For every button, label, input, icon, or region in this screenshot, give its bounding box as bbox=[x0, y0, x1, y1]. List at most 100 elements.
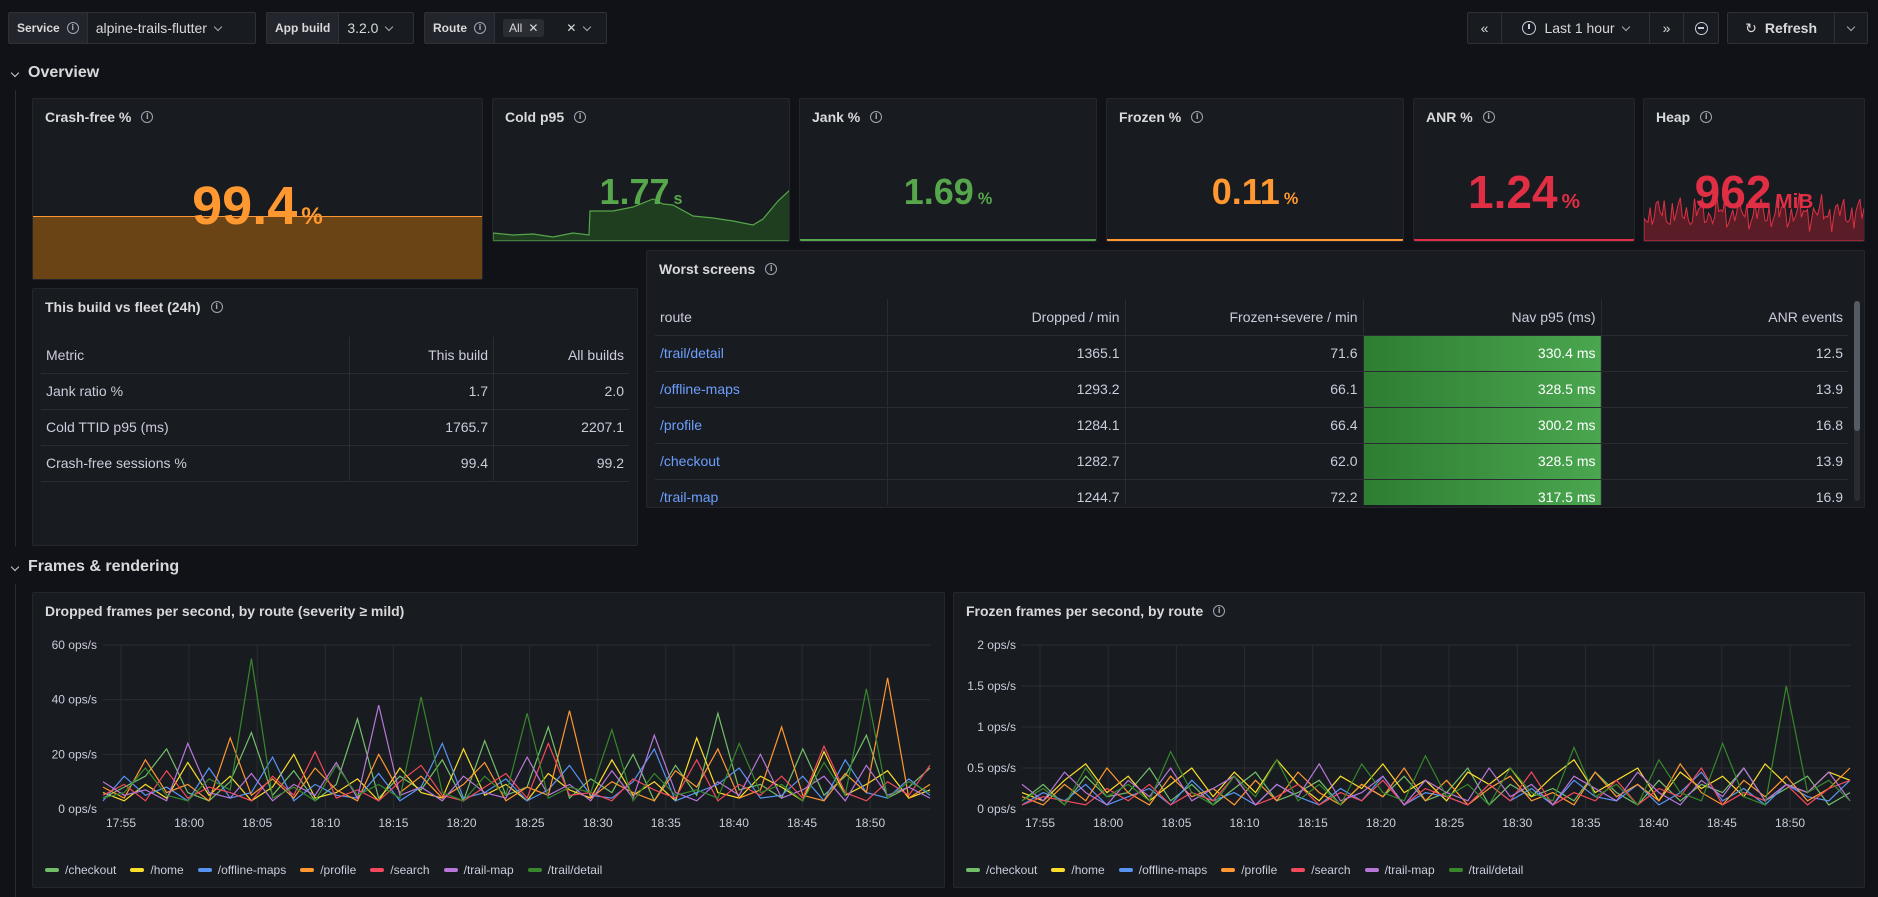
legend-item[interactable]: /home bbox=[1051, 863, 1105, 877]
legend-item[interactable]: /profile bbox=[1221, 863, 1277, 877]
series-line-trail-map[interactable] bbox=[1021, 762, 1851, 806]
table-row: /trail-map 1244.7 72.2 317.5 ms 16.9 bbox=[655, 479, 1848, 505]
dropped-frames-panel[interactable]: Dropped frames per second, by route (sev… bbox=[32, 592, 945, 888]
info-icon[interactable]: i bbox=[1482, 111, 1495, 123]
route-chip[interactable]: All ✕ bbox=[503, 19, 545, 37]
stat-jank[interactable]: Jank % i 1.69% bbox=[799, 98, 1097, 242]
app-build-select[interactable]: 3.2.0 bbox=[339, 13, 400, 43]
legend-item[interactable]: /home bbox=[130, 863, 184, 877]
worst-screens-panel[interactable]: Worst screens i route Dropped / min Froze… bbox=[646, 250, 1865, 508]
remove-chip-icon[interactable]: ✕ bbox=[528, 21, 539, 35]
service-select[interactable]: alpine-trails-flutter bbox=[88, 13, 229, 43]
stat-crash-free[interactable]: Crash-free % i 99.4% bbox=[32, 98, 483, 280]
legend-item[interactable]: /trail/detail bbox=[1448, 863, 1523, 877]
info-icon: i bbox=[474, 22, 486, 34]
column-header[interactable]: ANR events bbox=[1600, 299, 1848, 336]
route-link[interactable]: /trail/detail bbox=[655, 335, 887, 372]
x-tick-label: 18:35 bbox=[651, 816, 681, 830]
info-icon[interactable]: i bbox=[141, 111, 154, 123]
legend-item[interactable]: /trail-map bbox=[1364, 863, 1435, 877]
info-icon[interactable]: i bbox=[1700, 111, 1713, 123]
dropped-frames-chart[interactable]: 60 ops/s 40 ops/s 20 ops/s 0 ops/s 17:55 18:0… bbox=[33, 629, 945, 855]
refresh-button[interactable]: ↻ Refresh bbox=[1728, 13, 1836, 43]
column-header[interactable]: This build bbox=[348, 337, 494, 374]
time-forward-button[interactable]: » bbox=[1650, 13, 1684, 43]
series-line-profile[interactable] bbox=[1021, 762, 1851, 806]
frozen-frames-panel[interactable]: Frozen frames per second, by route i 2 op… bbox=[953, 592, 1865, 888]
x-tick-label: 18:45 bbox=[1707, 816, 1737, 830]
build-vs-fleet-panel[interactable]: This build vs fleet (24h) i Metric This b… bbox=[32, 288, 638, 546]
stat-frozen[interactable]: Frozen % i 0.11% bbox=[1106, 98, 1404, 242]
zoom-out-button[interactable] bbox=[1684, 13, 1718, 43]
info-icon[interactable]: i bbox=[870, 111, 883, 123]
time-range-button[interactable]: Last 1 hour bbox=[1502, 13, 1650, 43]
legend-item[interactable]: /search bbox=[1291, 863, 1351, 877]
x-tick-label: 18:05 bbox=[1161, 816, 1191, 830]
series-line-search[interactable] bbox=[1021, 766, 1851, 806]
chevron-down-icon bbox=[10, 68, 20, 78]
legend-item[interactable]: /trail-map bbox=[443, 863, 514, 877]
stat-cold-p95[interactable]: Cold p95 i 1.77 s bbox=[492, 98, 790, 242]
panel-title: Dropped frames per second, by route (sev… bbox=[45, 603, 405, 619]
info-icon[interactable]: i bbox=[1191, 111, 1204, 123]
legend-item[interactable]: /checkout bbox=[45, 863, 116, 877]
info-icon[interactable]: i bbox=[1213, 605, 1226, 617]
column-header[interactable]: Frozen+severe / min bbox=[1124, 299, 1363, 336]
x-tick-label: 18:25 bbox=[515, 816, 545, 830]
legend-item[interactable]: /search bbox=[370, 863, 430, 877]
route-link[interactable]: /profile bbox=[655, 407, 887, 444]
panel-title: Heap bbox=[1656, 109, 1691, 125]
info-icon[interactable]: i bbox=[765, 263, 778, 275]
route-link[interactable]: /offline-maps bbox=[655, 371, 887, 408]
info-icon[interactable]: i bbox=[574, 111, 587, 123]
table-row: /trail/detail 1365.1 71.6 330.4 ms 12.5 bbox=[655, 335, 1848, 372]
clear-icon[interactable]: ✕ bbox=[566, 21, 577, 35]
info-icon[interactable]: i bbox=[210, 301, 223, 313]
legend-item[interactable]: /checkout bbox=[966, 863, 1037, 877]
column-header[interactable]: Dropped / min bbox=[886, 299, 1125, 336]
series-line-checkout[interactable] bbox=[102, 710, 931, 803]
stat-heap[interactable]: Heap i 962 MiB bbox=[1643, 98, 1865, 242]
route-select[interactable]: All ✕ ✕ bbox=[495, 13, 598, 43]
legend-item[interactable]: /offline-maps bbox=[1118, 863, 1207, 877]
column-header[interactable]: Nav p95 (ms) bbox=[1362, 299, 1601, 336]
legend-swatch bbox=[370, 868, 385, 872]
series-line-offline-maps[interactable] bbox=[102, 741, 931, 802]
legend-swatch bbox=[1291, 868, 1306, 872]
service-variable[interactable]: Service i alpine-trails-flutter bbox=[8, 12, 256, 44]
legend-item[interactable]: /trail/detail bbox=[527, 863, 602, 877]
legend-item[interactable]: /offline-maps bbox=[197, 863, 286, 877]
time-back-button[interactable]: « bbox=[1468, 13, 1502, 43]
time-range-label: Last 1 hour bbox=[1544, 20, 1615, 36]
legend-label: /home bbox=[1071, 863, 1105, 877]
scrollbar[interactable] bbox=[1854, 301, 1860, 501]
series-line-trail-detail[interactable] bbox=[102, 658, 931, 803]
x-tick-label: 18:20 bbox=[446, 816, 476, 830]
row-frames[interactable]: Frames & rendering bbox=[10, 558, 179, 576]
column-header[interactable]: Metric bbox=[41, 337, 350, 374]
stat-anr[interactable]: ANR % i 1.24% bbox=[1413, 98, 1635, 242]
series-line-profile[interactable] bbox=[102, 677, 931, 802]
legend-swatch bbox=[966, 868, 980, 872]
stat-value: 0.11% bbox=[1211, 171, 1299, 212]
x-tick-label: 17:55 bbox=[1025, 816, 1055, 830]
panel-title: Worst screens bbox=[659, 261, 756, 277]
app-build-variable[interactable]: App build 3.2.0 bbox=[266, 12, 414, 44]
column-header[interactable]: route bbox=[655, 299, 887, 336]
legend-label: /profile bbox=[1241, 863, 1278, 877]
row-overview[interactable]: Overview bbox=[10, 64, 99, 82]
route-variable[interactable]: Route i All ✕ ✕ bbox=[424, 12, 607, 44]
frozen-frames-chart[interactable]: 2 ops/s 1.5 ops/s 1 ops/s 0.5 ops/s 0 ops/s 1… bbox=[954, 629, 1865, 855]
series-line-trail-map[interactable] bbox=[102, 704, 931, 802]
legend-item[interactable]: /profile bbox=[300, 863, 356, 877]
table-scroll-area[interactable]: route Dropped / min Frozen+severe / min … bbox=[655, 299, 1848, 505]
route-link[interactable]: /trail-map bbox=[655, 479, 887, 505]
info-icon: i bbox=[66, 22, 79, 34]
refresh-interval-button[interactable] bbox=[1835, 13, 1867, 43]
sparkline bbox=[800, 239, 1096, 241]
column-header[interactable]: All builds bbox=[493, 337, 629, 374]
series-line-trail-detail[interactable] bbox=[1021, 685, 1851, 806]
route-link[interactable]: /checkout bbox=[655, 443, 887, 480]
refresh-label: Refresh bbox=[1764, 20, 1817, 36]
series-line-search[interactable] bbox=[102, 741, 931, 802]
